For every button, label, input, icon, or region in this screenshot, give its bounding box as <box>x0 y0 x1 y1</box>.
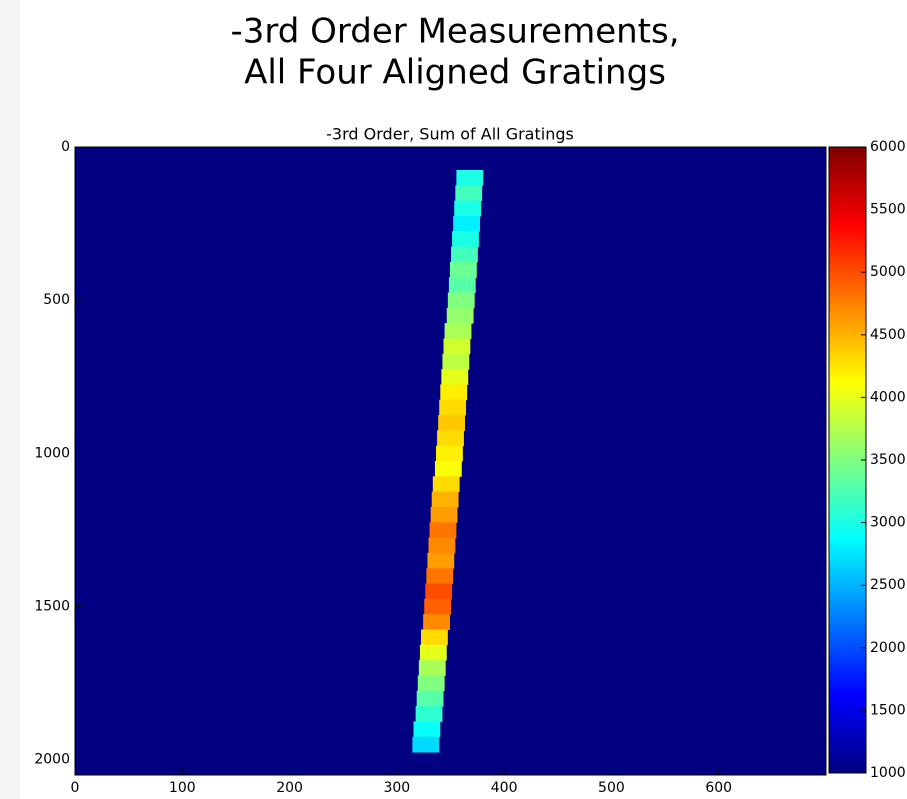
heatmap-cell <box>434 461 462 477</box>
y-tick-label: 1500 <box>34 599 70 615</box>
heatmap-cell <box>438 415 465 431</box>
heatmap-cell <box>455 185 483 202</box>
heatmap-cell <box>417 675 445 692</box>
plot-frame <box>74 146 827 776</box>
y-tick-label: 0 <box>61 139 70 155</box>
heatmap-cell <box>428 537 456 554</box>
heatmap-cell <box>447 292 475 309</box>
x-tick-label: 0 <box>71 780 80 796</box>
heatmap-cell <box>418 660 446 676</box>
heatmap-cell <box>419 644 447 661</box>
colorbar-tick-label: 1000 <box>870 765 906 781</box>
heatmap-cell <box>441 369 469 385</box>
y-tick-label: 2000 <box>34 752 70 768</box>
heatmap-cell <box>449 261 477 278</box>
colorbar-tick-label: 1500 <box>870 702 906 718</box>
colorbar-tick-label: 4000 <box>870 389 906 405</box>
colorbar-tick-label: 5000 <box>870 264 906 280</box>
heatmap-cell <box>442 353 470 370</box>
heatmap-cell <box>429 522 457 539</box>
heatmap-cell <box>451 246 478 263</box>
y-tick-label: 500 <box>43 292 70 308</box>
heatmap-cell <box>446 307 474 324</box>
heatmap-cell <box>448 277 476 294</box>
x-tick-label: 500 <box>598 780 625 796</box>
colorbar-tick-label: 3500 <box>870 452 906 468</box>
colorbar-tick-label: 6000 <box>870 139 906 155</box>
heatmap-cell <box>437 430 464 447</box>
heatmap-cell <box>444 323 472 339</box>
heatmap-cell <box>454 200 482 217</box>
heatmap-cell <box>427 552 455 569</box>
heatmap-cell <box>412 736 440 753</box>
colorbar-tick-label: 4500 <box>870 327 906 343</box>
x-tick-label: 400 <box>491 780 518 796</box>
heatmap-cell <box>440 384 468 401</box>
colorbar-tick-label: 2000 <box>870 640 906 656</box>
x-tick-label: 100 <box>169 780 196 796</box>
heatmap-cell <box>432 476 460 493</box>
heatmap-cell <box>426 568 454 585</box>
heatmap-cell <box>430 506 458 523</box>
heatmap-cell <box>431 491 459 508</box>
colorbar-tick-label: 3000 <box>870 515 906 531</box>
heatmap-cell <box>416 690 444 707</box>
heatmap-cell <box>415 706 443 722</box>
heatmap-cell <box>443 338 471 355</box>
heatmap-cell <box>436 445 463 462</box>
x-tick-label: 300 <box>383 780 410 796</box>
y-tick-label: 1000 <box>34 445 70 461</box>
x-tick-label: 600 <box>705 780 732 796</box>
chart-subtitle: -3rd Order, Sum of All Gratings <box>326 125 574 144</box>
x-tick-label: 200 <box>276 780 303 796</box>
heatmap-cell <box>424 598 452 615</box>
heatmap-cell <box>439 399 467 416</box>
colorbar-tick-label: 2500 <box>870 577 906 593</box>
colorbar <box>828 146 867 774</box>
heatmap-cell <box>453 215 481 232</box>
heatmap-cell <box>413 721 441 738</box>
heatmap-cell <box>425 583 453 600</box>
chart-title: -3rd Order Measurements, <box>230 12 679 52</box>
heatmap-cell <box>423 614 450 630</box>
chart-title: All Four Aligned Gratings <box>244 53 666 93</box>
heatmap-cell <box>456 169 484 186</box>
heatmap-cell <box>452 231 479 248</box>
colorbar-tick-label: 5500 <box>870 202 906 218</box>
heatmap-cell <box>420 629 448 646</box>
